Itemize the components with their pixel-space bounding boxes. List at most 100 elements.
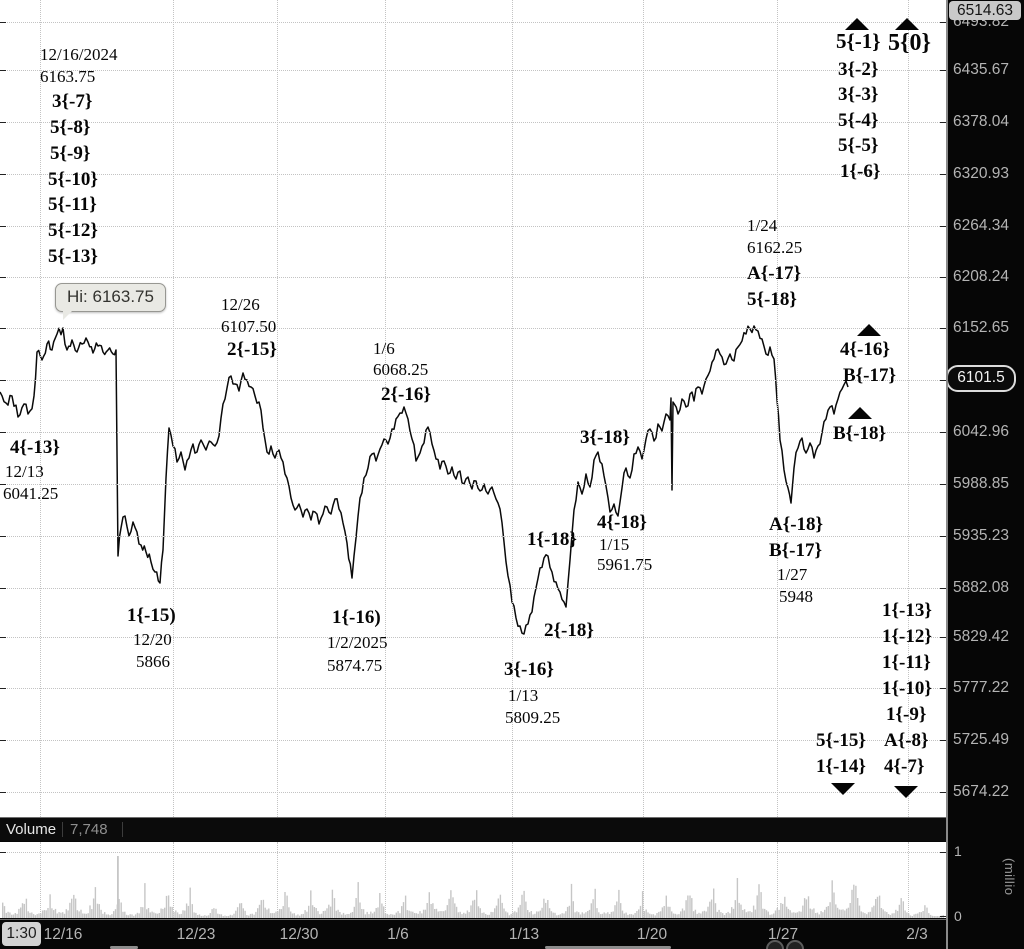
pane-separator[interactable]: [0, 817, 948, 818]
volume-bar: [915, 913, 917, 918]
volume-bar: [184, 910, 186, 918]
volume-bar: [731, 907, 733, 918]
volume-bar: [96, 903, 99, 918]
volume-bar: [933, 916, 935, 918]
price-chart-canvas[interactable]: Hi: 6163.75 12/16/2024 6163.75 3{-7} 5{-8} 5…: [0, 0, 946, 817]
volume-bar: [676, 914, 678, 918]
volume-bar: [671, 911, 673, 918]
volume-bar: [620, 903, 622, 918]
volume-bar: [175, 910, 177, 918]
volume-bar: [364, 914, 367, 918]
volume-bar: [572, 901, 574, 918]
volume-bar: [124, 911, 126, 918]
volume-bar: [654, 915, 656, 918]
volume-bar: [678, 914, 680, 918]
wave-annotation-label: 5809.25: [505, 708, 561, 727]
volume-bar: [337, 909, 339, 918]
volume-bar: [515, 912, 518, 918]
axis-tick-mark: [0, 226, 6, 227]
wave-annotation-label: 6068.25: [373, 360, 429, 379]
volume-bar: [399, 913, 401, 918]
copyright-icon[interactable]: [766, 940, 784, 949]
volume-bar: [610, 911, 613, 918]
price-axis-tick-label: 5674.22: [953, 783, 1010, 800]
volume-bar: [275, 911, 277, 918]
volume-bar: [9, 912, 11, 918]
volume-bar: [849, 903, 851, 918]
volume-bar: [269, 913, 272, 918]
volume-bar: [672, 913, 675, 918]
volume-bar: [594, 888, 596, 918]
volume-bar: [716, 911, 718, 918]
volume-bar: [835, 904, 837, 918]
volume-bar: [156, 913, 159, 918]
price-axis-tick-label: 6208.24: [953, 268, 1010, 285]
volume-bar: [248, 915, 250, 918]
logo-icon[interactable]: [786, 940, 804, 949]
volume-chart-canvas[interactable]: [0, 842, 946, 918]
wave-annotation-label: 5{-15}: [816, 730, 866, 751]
volume-bar: [896, 910, 899, 918]
price-axis-tick-label: 6378.04: [953, 113, 1010, 130]
volume-bar: [729, 913, 731, 918]
volume-bar: [171, 906, 173, 918]
timeframe-badge: 1:30: [2, 922, 41, 946]
volume-bar: [771, 914, 773, 918]
volume-bar: [559, 914, 562, 918]
volume-bar: [793, 912, 795, 918]
volume-bar: [543, 898, 545, 918]
volume-bar: [519, 904, 521, 918]
volume-bar: [736, 878, 739, 918]
volume-bar: [698, 912, 700, 918]
volume-legend-label[interactable]: Volume: [6, 821, 57, 838]
volume-bar: [632, 914, 634, 918]
wave-annotation-label: 1/24: [747, 216, 778, 235]
scrollbar-fragment[interactable]: [110, 946, 138, 949]
axis-separator[interactable]: [946, 0, 948, 949]
volume-bar: [696, 913, 698, 918]
volume-bar: [612, 911, 614, 918]
volume-bar: [732, 908, 735, 918]
volume-bar: [401, 906, 403, 918]
price-axis-tick-label: 5725.49: [953, 731, 1010, 748]
volume-bar: [710, 899, 713, 918]
volume-bar: [207, 915, 210, 918]
wave-annotation-label: 5{-13}: [48, 246, 98, 267]
volume-bar: [218, 914, 221, 918]
time-axis[interactable]: 1:30 12/16 12/23 12/30 1/6 1/13 1/20 1/27 2/3: [0, 920, 1024, 949]
volume-bar: [876, 896, 879, 918]
pane-separator[interactable]: [0, 919, 948, 920]
volume-bar: [415, 913, 418, 918]
volume-bar: [754, 909, 757, 918]
volume-bar: [742, 910, 744, 918]
volume-bar: [539, 910, 541, 918]
volume-bar: [29, 912, 31, 918]
volume-bar: [383, 906, 385, 918]
scrollbar-fragment[interactable]: [545, 946, 671, 949]
volume-bar: [574, 912, 576, 918]
volume-bar: [69, 902, 71, 918]
volume-bar: [331, 889, 334, 918]
volume-bar: [62, 912, 64, 918]
volume-bar: [222, 916, 224, 918]
wave-annotation-label: 1{-6}: [840, 161, 881, 182]
volume-bar: [893, 913, 895, 918]
time-axis-tick-label: 1/27: [767, 925, 799, 943]
wave-marker-triangle-down-icon: [894, 786, 918, 798]
axis-tick-mark: [0, 536, 6, 537]
price-axis[interactable]: 6514.63 6101.5 1 0 (millio 6493.82 6435.6…: [948, 0, 1024, 949]
volume-bar: [723, 915, 726, 918]
volume-bar: [625, 912, 627, 918]
volume-bar: [127, 915, 130, 918]
axis-tick-mark: [0, 688, 6, 689]
wave-annotation-label: 6041.25: [3, 484, 59, 503]
volume-bar: [818, 914, 820, 918]
volume-bar: [213, 908, 215, 918]
axis-tick-mark: [0, 588, 6, 589]
wave-marker-triangle-up-icon: [845, 18, 869, 30]
volume-bar: [840, 909, 842, 918]
volume-bar: [178, 914, 181, 918]
volume-bar: [439, 911, 441, 918]
volume-bar: [920, 912, 922, 918]
wave-annotation-label: 1{-10}: [882, 678, 932, 699]
